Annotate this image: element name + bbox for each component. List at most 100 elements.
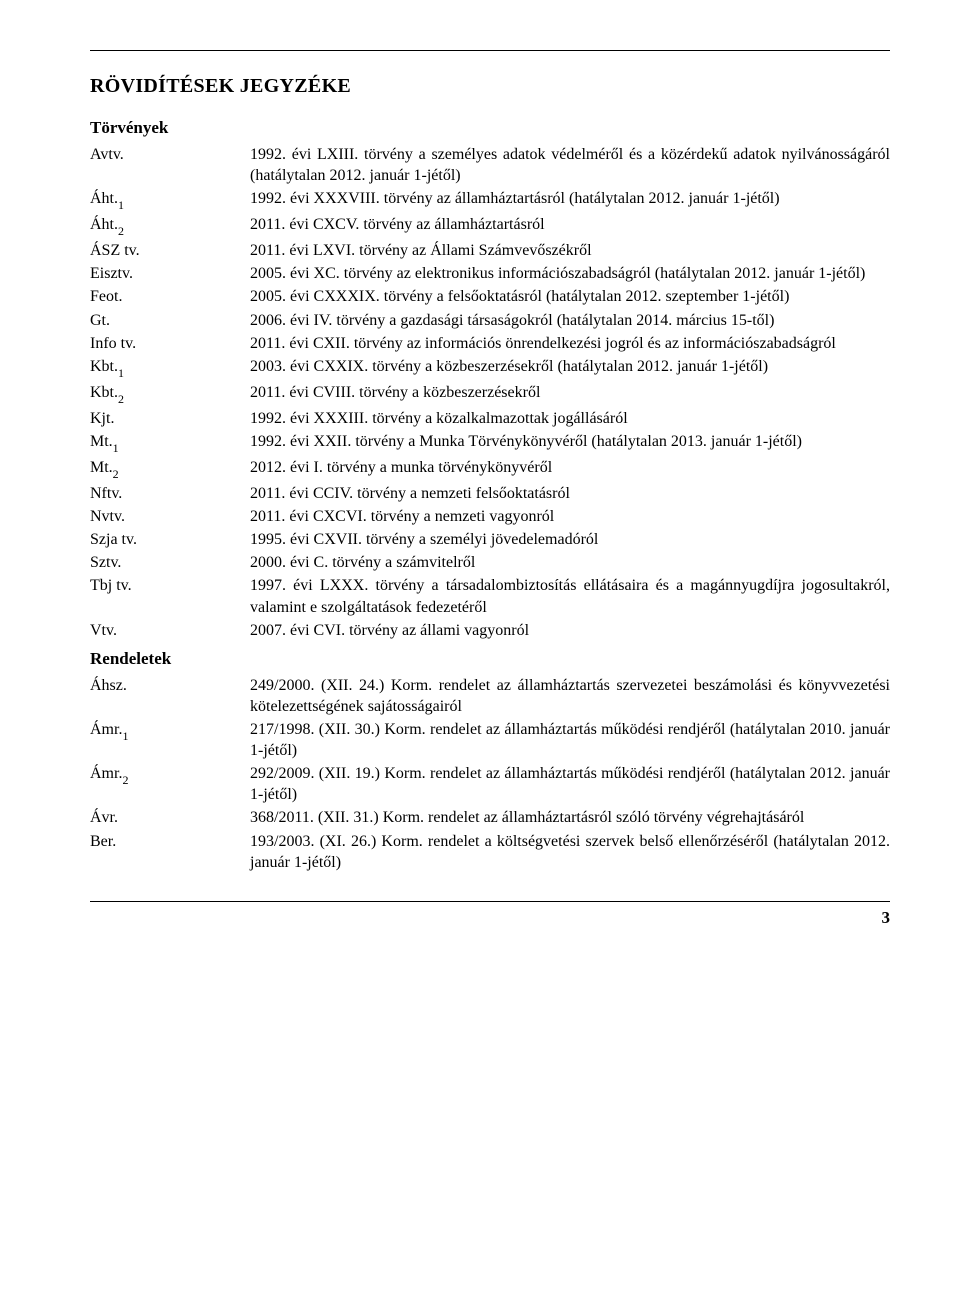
abbrev-entry: Áhsz. 249/2000. (XII. 24.) Korm. rendelet… <box>90 675 890 717</box>
abbrev-text: Mt. <box>90 459 113 476</box>
abbrev-entry: ÁSZ tv. 2011. évi LXVI. törvény az Állami… <box>90 240 890 261</box>
abbrev-definition: 2012. évi I. törvény a munka törvényköny… <box>250 457 890 478</box>
abbrev-text: ÁSZ tv. <box>90 242 140 259</box>
abbrev-definition: 1992. évi XXXIII. törvény a közalkalmazo… <box>250 408 890 429</box>
abbrev-text: Kjt. <box>90 410 114 427</box>
abbrev-entry: Mt.22012. évi I. törvény a munka törvény… <box>90 457 890 481</box>
abbrev-term: Kjt. <box>90 408 250 429</box>
abbrev-term: Sztv. <box>90 552 250 573</box>
abbrev-definition: 2005. évi XC. törvény az elektronikus in… <box>250 263 890 284</box>
top-rule <box>90 50 890 51</box>
abbrev-definition: 2011. évi CXII. törvény az információs ö… <box>250 333 890 354</box>
abbrev-term: Kbt.2 <box>90 382 250 406</box>
abbrev-definition: 2006. évi IV. törvény a gazdasági társas… <box>250 310 890 331</box>
abbrev-definition: 368/2011. (XII. 31.) Korm. rendelet az á… <box>250 807 890 828</box>
abbrev-subscript: 1 <box>122 729 128 743</box>
abbrev-text: Ávr. <box>90 809 118 826</box>
abbrev-text: Ber. <box>90 833 116 850</box>
abbrev-term: Info tv. <box>90 333 250 354</box>
abbrev-entry: Ámr.2292/2009. (XII. 19.) Korm. rendelet… <box>90 763 890 805</box>
abbrev-term: Ber. <box>90 831 250 852</box>
abbrev-text: Vtv. <box>90 622 117 639</box>
abbrev-term: Nftv. <box>90 483 250 504</box>
abbrev-definition: 2011. évi CCIV. törvény a nemzeti felsőo… <box>250 483 890 504</box>
abbrev-subscript: 2 <box>118 392 124 406</box>
abbrev-definition: 2011. évi CVIII. törvény a közbeszerzése… <box>250 382 890 403</box>
abbrev-term: Vtv. <box>90 620 250 641</box>
abbrev-entry: Nvtv. 2011. évi CXCVI. törvény a nemzeti … <box>90 506 890 527</box>
abbrev-entry: Vtv. 2007. évi CVI. törvény az állami vag… <box>90 620 890 641</box>
abbrev-term: Mt.2 <box>90 457 250 481</box>
abbrev-text: Kbt. <box>90 358 118 375</box>
abbrev-term: Áhsz. <box>90 675 250 696</box>
page: RÖVIDÍTÉSEK JEGYZÉKE TörvényekAvtv.1992.… <box>0 0 960 1304</box>
abbrev-text: Nvtv. <box>90 508 125 525</box>
abbrev-definition: 2003. évi CXXIX. törvény a közbeszerzése… <box>250 356 890 377</box>
abbrev-definition: 2000. évi C. törvény a számvitelről <box>250 552 890 573</box>
abbrev-term: Áht.1 <box>90 188 250 212</box>
abbrev-text: Nftv. <box>90 485 122 502</box>
abbrev-text: Mt. <box>90 433 113 450</box>
abbrev-text: Ámr. <box>90 765 122 782</box>
abbrev-text: Szja tv. <box>90 531 137 548</box>
abbrev-definition: 193/2003. (XI. 26.) Korm. rendelet a köl… <box>250 831 890 873</box>
abbrev-definition: 292/2009. (XII. 19.) Korm. rendelet az á… <box>250 763 890 805</box>
abbrev-entry: Ámr.1217/1998. (XII. 30.) Korm. rendelet… <box>90 719 890 761</box>
abbrev-text: Áht. <box>90 190 118 207</box>
abbrev-entry: Sztv. 2000. évi C. törvény a számvitelről <box>90 552 890 573</box>
abbrev-term: Tbj tv. <box>90 575 250 596</box>
abbrev-definition: 1995. évi CXVII. törvény a személyi jöve… <box>250 529 890 550</box>
abbrev-definition: 1992. évi XXXVIII. törvény az államházta… <box>250 188 890 209</box>
abbrev-definition: 1997. évi LXXX. törvény a társadalombizt… <box>250 575 890 617</box>
section-heading: Rendeletek <box>90 649 890 669</box>
abbrev-subscript: 2 <box>113 467 119 481</box>
abbrev-term: Avtv. <box>90 144 250 165</box>
abbrev-entry: Áht.22011. évi CXCV. törvény az államház… <box>90 214 890 238</box>
abbrev-term: Áht.2 <box>90 214 250 238</box>
abbrev-entry: Gt. 2006. évi IV. törvény a gazdasági tár… <box>90 310 890 331</box>
abbrev-entry: Tbj tv. 1997. évi LXXX. törvény a társada… <box>90 575 890 617</box>
abbrev-term: Feot. <box>90 286 250 307</box>
bottom-rule <box>90 901 890 902</box>
abbrev-text: Áhsz. <box>90 677 127 694</box>
abbrev-text: Feot. <box>90 288 122 305</box>
abbrev-term: Eisztv. <box>90 263 250 284</box>
abbrev-definition: 2007. évi CVI. törvény az állami vagyonr… <box>250 620 890 641</box>
abbrev-definition: 2011. évi CXCVI. törvény a nemzeti vagyo… <box>250 506 890 527</box>
abbrev-text: Eisztv. <box>90 265 133 282</box>
abbrev-entry: Eisztv. 2005. évi XC. törvény az elektron… <box>90 263 890 284</box>
abbrev-term: Kbt.1 <box>90 356 250 380</box>
abbrev-entry: Áht.11992. évi XXXVIII. törvény az állam… <box>90 188 890 212</box>
section-heading: Törvények <box>90 118 890 138</box>
abbrev-definition: 2011. évi LXVI. törvény az Állami Számve… <box>250 240 890 261</box>
abbrev-entry: Mt.1 1992. évi XXII. törvény a Munka Törv… <box>90 431 890 455</box>
abbrev-subscript: 1 <box>113 441 119 455</box>
abbrev-subscript: 2 <box>118 224 124 238</box>
abbrev-entry: Kbt.22011. évi CVIII. törvény a közbesze… <box>90 382 890 406</box>
abbrev-text: Tbj tv. <box>90 577 132 594</box>
abbrev-definition: 1992. évi LXIII. törvény a személyes ada… <box>250 144 890 186</box>
abbrev-text: Gt. <box>90 312 110 329</box>
abbrev-definition: 1992. évi XXII. törvény a Munka Törvényk… <box>250 431 890 452</box>
abbrev-text: Avtv. <box>90 146 124 163</box>
abbrev-text: Kbt. <box>90 384 118 401</box>
abbrev-subscript: 1 <box>118 366 124 380</box>
abbrev-term: Gt. <box>90 310 250 331</box>
abbrev-entry: Szja tv. 1995. évi CXVII. törvény a szemé… <box>90 529 890 550</box>
abbrev-entry: Feot.2005. évi CXXXIX. törvény a felsőok… <box>90 286 890 307</box>
abbrev-definition: 249/2000. (XII. 24.) Korm. rendelet az á… <box>250 675 890 717</box>
abbrev-definition: 217/1998. (XII. 30.) Korm. rendelet az á… <box>250 719 890 761</box>
abbrev-subscript: 2 <box>122 773 128 787</box>
abbrev-term: Ámr.1 <box>90 719 250 743</box>
abbrev-term: Ávr. <box>90 807 250 828</box>
abbrev-text: Sztv. <box>90 554 121 571</box>
abbrev-term: Ámr.2 <box>90 763 250 787</box>
abbrev-term: Nvtv. <box>90 506 250 527</box>
abbrev-text: Ámr. <box>90 721 122 738</box>
page-number: 3 <box>90 908 890 928</box>
abbrev-text: Info tv. <box>90 335 136 352</box>
abbrev-entry: Info tv. 2011. évi CXII. törvény az infor… <box>90 333 890 354</box>
abbrev-entry: Kbt.12003. évi CXXIX. törvény a közbesze… <box>90 356 890 380</box>
abbrev-entry: Ávr. 368/2011. (XII. 31.) Korm. rendelet … <box>90 807 890 828</box>
abbrev-entry: Nftv. 2011. évi CCIV. törvény a nemzeti f… <box>90 483 890 504</box>
